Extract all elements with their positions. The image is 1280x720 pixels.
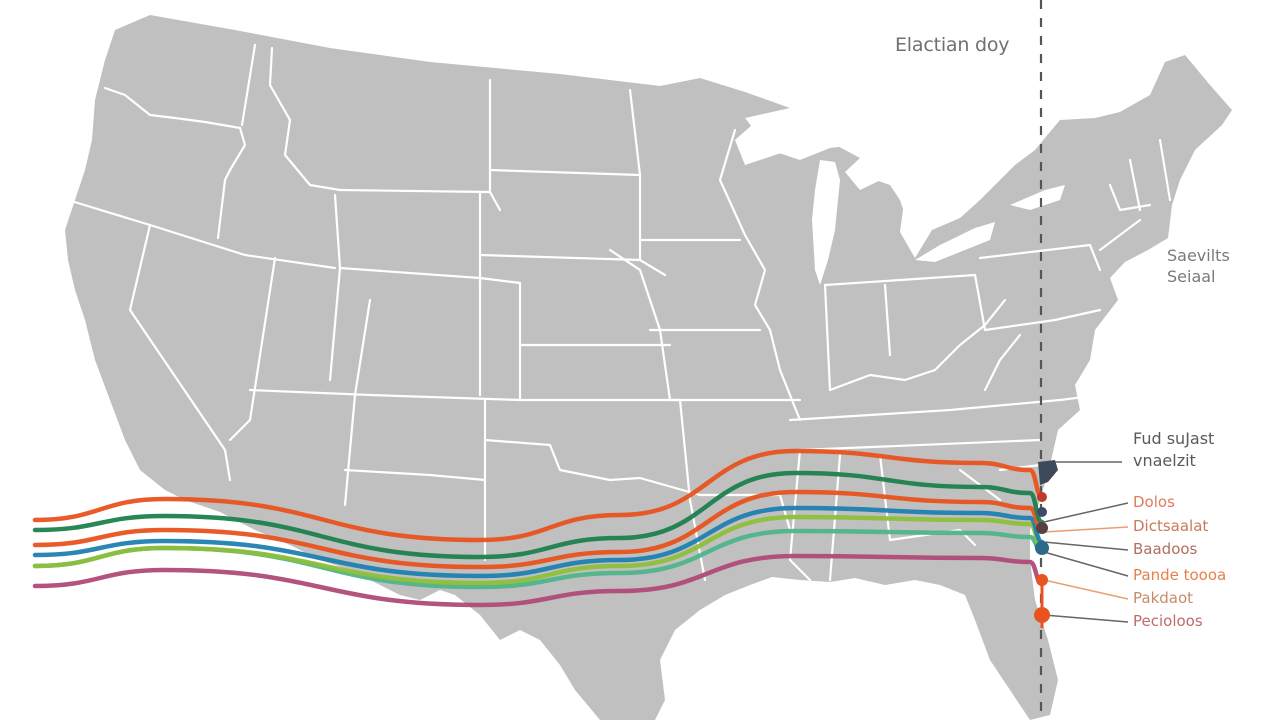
callout-label: Baadoos — [1133, 540, 1198, 558]
callout-label: Pakdaot — [1133, 589, 1194, 607]
callout-leader-line — [1043, 541, 1129, 551]
series-endpoint-node — [1037, 492, 1047, 502]
callout-label: Dolos — [1133, 493, 1175, 511]
election-day-label: Elactian doy — [895, 34, 1010, 56]
northeast-label-line1: Saevilts — [1167, 246, 1230, 265]
callout-leader-line — [1043, 551, 1129, 577]
callout-label: Pecioloos — [1133, 612, 1203, 630]
trend-line-4 — [32, 505, 1045, 579]
trend-line-2 — [32, 470, 1045, 560]
callout-header: Fud suJast vnaelzit — [1133, 428, 1214, 472]
callout-label: Dictsaalat — [1133, 517, 1209, 535]
trend-line-7 — [32, 553, 1045, 608]
northeast-label-line2: Seiaal — [1167, 267, 1216, 286]
callout-leader-line — [1043, 579, 1129, 600]
callout-header-line2: vnaelzit — [1133, 451, 1196, 470]
callout-leader-line — [1043, 614, 1129, 623]
great-lakes — [745, 108, 1065, 285]
callout-header-line1: Fud suJast — [1133, 429, 1215, 448]
series-endpoint-node — [1034, 607, 1050, 623]
series-endpoint-node — [1037, 507, 1047, 517]
series-endpoint-node — [1035, 541, 1049, 555]
callout-label: Pande toooa — [1133, 566, 1227, 584]
callout-leader-line — [1043, 502, 1129, 523]
callout-leader-line — [1043, 526, 1129, 533]
northeast-label: Saevilts Seiaal — [1167, 245, 1230, 287]
trend-line-3 — [32, 489, 1045, 570]
series-endpoint-node — [1036, 522, 1048, 534]
series-endpoint-node — [1036, 574, 1048, 586]
trend-line-5 — [32, 514, 1045, 586]
region-marker-icon — [1038, 460, 1058, 485]
trend-line-1 — [32, 448, 1045, 543]
